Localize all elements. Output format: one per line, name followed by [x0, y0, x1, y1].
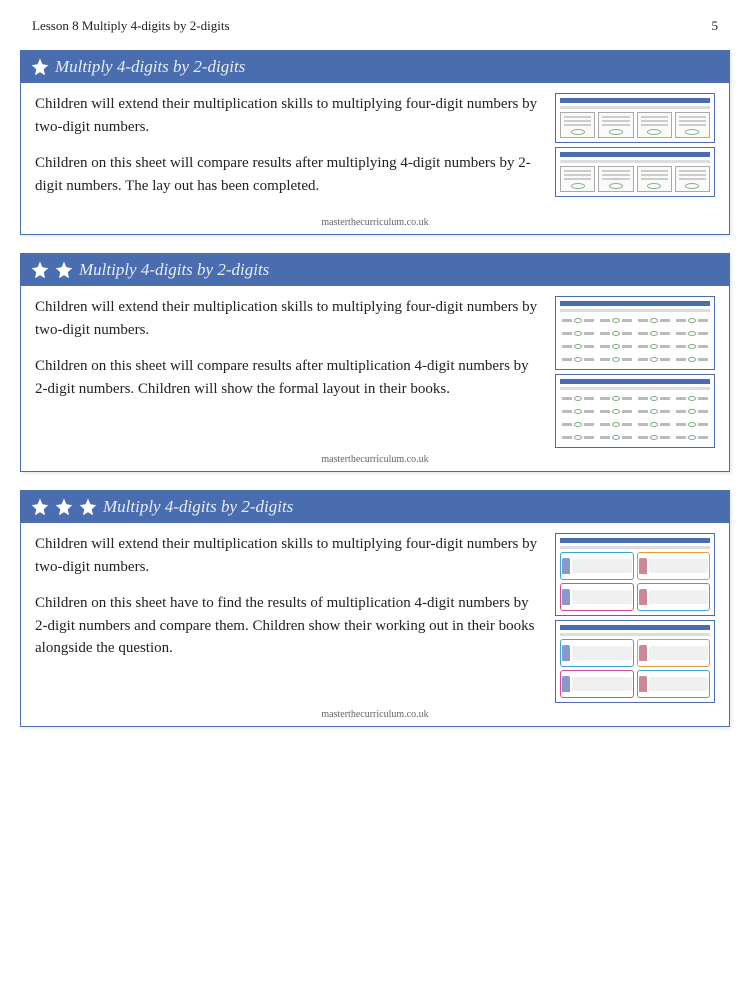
worksheet-thumbnail [555, 374, 715, 448]
difficulty-card: Multiply 4-digits by 2-digits Children wi… [20, 253, 730, 472]
star-icon [31, 498, 49, 516]
worksheet-thumbnail [555, 533, 715, 616]
star-icon [31, 58, 49, 76]
page-header: Lesson 8 Multiply 4-digits by 2-digits 5 [0, 0, 750, 44]
card-text: Children will extend their multiplicatio… [35, 533, 543, 703]
footer-link: masterthecurriculum.co.uk [21, 452, 729, 471]
star-icon [79, 498, 97, 516]
card-header: Multiply 4-digits by 2-digits [21, 491, 729, 523]
card-body: Children will extend their multiplicatio… [21, 523, 729, 707]
worksheet-thumbnail [555, 620, 715, 703]
worksheet-thumbnail [555, 147, 715, 197]
card-paragraph: Children will extend their multiplicatio… [35, 533, 543, 578]
star-icon [55, 261, 73, 279]
thumbnail-container [555, 533, 715, 703]
thumbnail-container [555, 93, 715, 211]
card-body: Children will extend their multiplicatio… [21, 286, 729, 452]
page-number: 5 [712, 18, 719, 34]
card-text: Children will extend their multiplicatio… [35, 93, 543, 211]
footer-link: masterthecurriculum.co.uk [21, 215, 729, 234]
card-title: Multiply 4-digits by 2-digits [79, 260, 269, 280]
star-icon [31, 261, 49, 279]
worksheet-thumbnail [555, 93, 715, 143]
thumbnail-container [555, 296, 715, 448]
worksheet-thumbnail [555, 296, 715, 370]
card-paragraph: Children on this sheet have to find the … [35, 592, 543, 660]
difficulty-card: Multiply 4-digits by 2-digits Children wi… [20, 50, 730, 235]
card-paragraph: Children on this sheet will compare resu… [35, 355, 543, 400]
card-body: Children will extend their multiplicatio… [21, 83, 729, 215]
star-icon [55, 498, 73, 516]
card-paragraph: Children will extend their multiplicatio… [35, 93, 543, 138]
card-title: Multiply 4-digits by 2-digits [103, 497, 293, 517]
card-text: Children will extend their multiplicatio… [35, 296, 543, 448]
lesson-title: Lesson 8 Multiply 4-digits by 2-digits [32, 18, 230, 34]
card-paragraph: Children on this sheet will compare resu… [35, 152, 543, 197]
card-title: Multiply 4-digits by 2-digits [55, 57, 245, 77]
footer-link: masterthecurriculum.co.uk [21, 707, 729, 726]
card-header: Multiply 4-digits by 2-digits [21, 254, 729, 286]
difficulty-card: Multiply 4-digits by 2-digits Children wi… [20, 490, 730, 727]
card-header: Multiply 4-digits by 2-digits [21, 51, 729, 83]
card-paragraph: Children will extend their multiplicatio… [35, 296, 543, 341]
